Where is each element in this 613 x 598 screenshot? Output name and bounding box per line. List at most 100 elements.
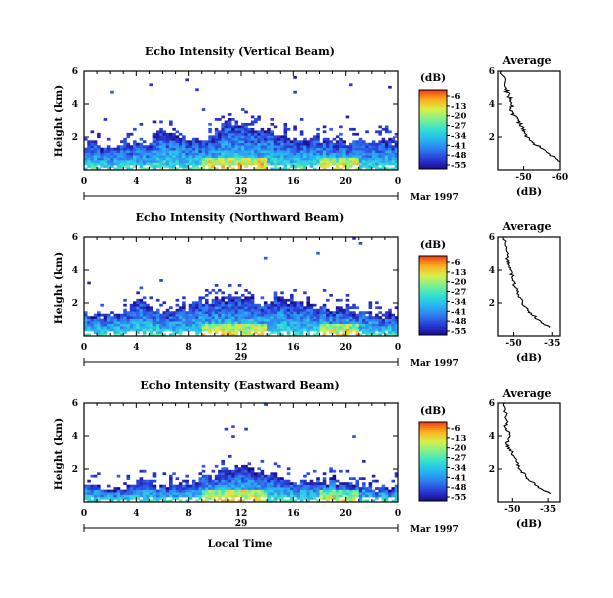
heatmap-cell bbox=[283, 160, 288, 163]
heatmap-cell bbox=[97, 492, 101, 495]
heatmap-cell bbox=[362, 162, 366, 166]
heatmap-cell bbox=[283, 487, 288, 490]
heatmap-cell bbox=[362, 147, 366, 151]
heatmap-cell bbox=[329, 469, 333, 473]
colorbar-segment bbox=[419, 257, 447, 261]
heatmap-cell bbox=[182, 479, 186, 483]
heatmap-cell bbox=[211, 484, 216, 488]
heatmap-cell bbox=[113, 316, 118, 319]
heatmap-cell bbox=[250, 298, 255, 302]
x-tick-label: 4 bbox=[133, 343, 139, 353]
heatmap-cells bbox=[84, 75, 399, 171]
heatmap-cell bbox=[129, 487, 134, 490]
heatmap-cell bbox=[198, 494, 203, 498]
y-axis-ticks: 642 bbox=[72, 67, 398, 143]
heatmap-cell bbox=[100, 494, 104, 498]
heatmap-cell bbox=[391, 333, 396, 337]
colorbar-segment bbox=[419, 283, 447, 287]
heatmap-cell bbox=[93, 494, 98, 498]
heatmap-cell bbox=[332, 142, 337, 146]
heatmap-cell bbox=[312, 469, 317, 473]
heatmap-cell bbox=[381, 150, 386, 153]
heatmap-cell bbox=[270, 326, 275, 329]
heatmap-cell bbox=[201, 494, 206, 498]
heatmap-cell bbox=[257, 142, 261, 146]
heatmap-cell bbox=[126, 494, 131, 498]
heatmap-cell bbox=[106, 147, 111, 151]
heatmap-cell bbox=[280, 145, 284, 149]
heatmap-cell bbox=[267, 308, 271, 312]
heatmap-cell bbox=[146, 492, 150, 495]
heatmap-cell bbox=[93, 160, 98, 163]
heatmap-cell bbox=[267, 318, 271, 322]
heatmap-cell bbox=[388, 137, 392, 141]
heatmap-cell bbox=[208, 155, 212, 158]
heatmap-cell bbox=[218, 477, 222, 481]
heatmap-cell bbox=[290, 482, 294, 485]
heatmap-cell bbox=[106, 326, 111, 329]
heatmap-cell bbox=[326, 160, 330, 163]
heatmap-cell bbox=[165, 145, 170, 149]
heatmap-cell bbox=[116, 157, 121, 161]
heatmap-cell bbox=[178, 132, 183, 136]
heatmap-cell bbox=[254, 472, 258, 476]
heatmap-cell bbox=[195, 333, 199, 337]
colorbar-segment bbox=[419, 483, 447, 486]
heatmap-cell bbox=[142, 306, 147, 310]
heatmap-cell bbox=[93, 321, 98, 324]
heatmap-cell bbox=[316, 162, 320, 166]
heatmap-cell bbox=[381, 331, 386, 334]
heatmap-cell bbox=[129, 152, 134, 156]
heatmap-cell bbox=[319, 497, 324, 500]
heatmap-cell bbox=[139, 328, 144, 332]
heatmap-cell bbox=[254, 157, 258, 161]
heatmap-cell bbox=[257, 303, 261, 307]
heatmap-cell bbox=[270, 494, 275, 498]
heatmap-cell bbox=[368, 492, 373, 495]
heatmap-cell bbox=[244, 321, 248, 324]
heatmap-cell bbox=[90, 165, 95, 168]
heatmap-cell bbox=[188, 152, 193, 156]
heatmap-cell bbox=[375, 157, 379, 161]
heatmap-cell bbox=[149, 487, 153, 490]
heatmap-cell bbox=[345, 469, 350, 473]
average-profile-line bbox=[499, 70, 561, 163]
heatmap-cell bbox=[237, 301, 242, 305]
heatmap-cell bbox=[312, 308, 317, 312]
heatmap-cell bbox=[254, 130, 258, 134]
heatmap-cell bbox=[169, 489, 173, 493]
heatmap-cell bbox=[362, 316, 366, 319]
heatmap-cell bbox=[191, 323, 196, 327]
heatmap-cell bbox=[384, 328, 389, 332]
heatmap-cell bbox=[319, 145, 324, 149]
heatmap-cell bbox=[270, 484, 275, 488]
heatmap-cell bbox=[198, 303, 203, 307]
heatmap-cell bbox=[384, 157, 389, 161]
heatmap-cell bbox=[319, 155, 324, 158]
heatmap-cell bbox=[247, 311, 252, 315]
heatmap-cell bbox=[165, 494, 170, 498]
heatmap-cell bbox=[267, 313, 271, 317]
heatmap-cell bbox=[335, 306, 340, 310]
heatmap-cell bbox=[139, 489, 144, 493]
heatmap-cell bbox=[352, 321, 356, 324]
heatmap-cell bbox=[116, 167, 121, 171]
heatmap-cell bbox=[123, 150, 127, 153]
heatmap-cell bbox=[247, 291, 252, 295]
heatmap-cell bbox=[280, 333, 284, 337]
heatmap-cell bbox=[231, 298, 235, 302]
heatmap-cell bbox=[110, 160, 114, 163]
heatmap-cell bbox=[270, 137, 275, 141]
heatmap-cell bbox=[260, 155, 265, 158]
heatmap-cell bbox=[319, 328, 324, 332]
heatmap-cell bbox=[198, 477, 203, 481]
heatmap-cell bbox=[362, 157, 366, 161]
heatmap-cell bbox=[221, 462, 225, 466]
heatmap-cell bbox=[191, 311, 196, 315]
heatmap-cell bbox=[224, 301, 229, 305]
heatmap-cell bbox=[142, 321, 147, 324]
heatmap-cell bbox=[250, 155, 255, 158]
heatmap-cell bbox=[175, 303, 180, 307]
heatmap-cell bbox=[322, 308, 327, 312]
heatmap-cell bbox=[126, 499, 131, 503]
